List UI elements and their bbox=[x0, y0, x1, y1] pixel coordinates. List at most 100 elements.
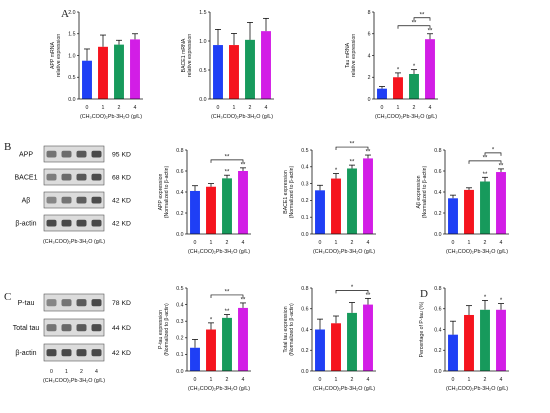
blot-band bbox=[61, 150, 72, 158]
y-tick-label: 0.8 bbox=[434, 286, 441, 292]
blot-band bbox=[61, 299, 72, 307]
blot-band bbox=[46, 196, 57, 204]
blot-lane-label: 1 bbox=[65, 369, 68, 375]
blot-strip bbox=[43, 293, 105, 312]
blot-band bbox=[46, 173, 57, 181]
x-tick-label: 2 bbox=[226, 377, 229, 383]
bracket-label: ** bbox=[420, 12, 425, 18]
blot-band bbox=[46, 150, 57, 158]
y-tick-label: 0.6 bbox=[301, 307, 308, 313]
significance-label: * bbox=[210, 317, 213, 323]
bracket-label: * bbox=[492, 147, 495, 153]
bar-4 bbox=[261, 31, 271, 99]
blot-band bbox=[61, 219, 72, 227]
y-axis-label-line: Tau mRNA bbox=[345, 42, 351, 68]
y-tick-label: 0.4 bbox=[301, 165, 308, 171]
blot-band bbox=[76, 150, 87, 158]
x-tick-label: 1 bbox=[397, 105, 400, 111]
y-axis-label: BACE1 mRNArelative expression bbox=[181, 34, 193, 77]
x-tick-label: 4 bbox=[242, 240, 245, 246]
bar-0 bbox=[190, 347, 200, 371]
y-axis-label-line: APP expression bbox=[158, 173, 164, 210]
y-tick-label: 0.1 bbox=[176, 352, 183, 358]
y-axis-label: APP expression(Normalized to β-actin) bbox=[158, 165, 170, 218]
blot-band bbox=[91, 219, 102, 227]
x-axis-label: (CH₃COO)₂Pb·3H₂O (g/L) bbox=[211, 114, 273, 120]
y-tick-label: 0.4 bbox=[301, 327, 308, 333]
blot-band bbox=[91, 324, 102, 332]
significance-bracket bbox=[210, 294, 244, 298]
blot-band bbox=[46, 219, 57, 227]
x-tick-label: 1 bbox=[468, 240, 471, 246]
chart-ptau_percentage: 0 1 * 2 * 4 0.0 0.2 0.4 0.6 0.8 Percentage of P-tau… bbox=[419, 286, 509, 392]
y-tick-label: 1.5 bbox=[199, 10, 206, 16]
x-axis-label: (CH₃COO)₂Pb·3H₂O (g/L) bbox=[80, 114, 142, 120]
y-tick-label: 0.0 bbox=[434, 369, 441, 375]
y-tick-label: 0.3 bbox=[301, 181, 308, 187]
bar-1 bbox=[464, 189, 474, 234]
y-axis-label: Aβ expression(Normalized to β-actin) bbox=[416, 165, 428, 218]
x-tick-label: 2 bbox=[413, 105, 416, 111]
x-tick-label: 1 bbox=[102, 105, 105, 111]
bar-1 bbox=[331, 323, 341, 371]
x-tick-label: 0 bbox=[194, 240, 197, 246]
significance-label: ** bbox=[499, 163, 504, 169]
blot-band bbox=[91, 349, 102, 357]
y-tick-label: 0.5 bbox=[68, 75, 75, 81]
x-axis-label: (CH₃COO)₂Pb·3H₂O (g/L) bbox=[313, 386, 375, 392]
blot-band bbox=[76, 173, 87, 181]
bar-1 bbox=[464, 314, 474, 371]
bracket-label: * bbox=[351, 285, 354, 291]
y-tick-label: 8 bbox=[368, 10, 371, 16]
chart-app_mrna: 0 1 2 4 0.0 0.5 1.0 1.5 2.0 APP mRNArelative expr… bbox=[50, 10, 143, 120]
y-tick-label: 0.4 bbox=[176, 302, 183, 308]
y-tick-label: 0.0 bbox=[199, 97, 206, 103]
blot-band bbox=[61, 196, 72, 204]
blot-band bbox=[91, 173, 102, 181]
x-axis-label: (CH₃COO)₂Pb·3H₂O (g/L) bbox=[188, 249, 250, 255]
blot-band bbox=[91, 196, 102, 204]
significance-bracket bbox=[335, 146, 369, 151]
x-tick-label: 1 bbox=[233, 105, 236, 111]
x-tick-label: 2 bbox=[484, 377, 487, 383]
bracket-label: ** bbox=[225, 289, 230, 295]
blot-band bbox=[46, 324, 57, 332]
x-tick-label: 0 bbox=[452, 240, 455, 246]
x-tick-label: 4 bbox=[242, 377, 245, 383]
y-tick-label: 0.6 bbox=[434, 307, 441, 313]
y-tick-label: 0.2 bbox=[176, 336, 183, 342]
x-axis-label: (CH₃COO)₂Pb·3H₂O (g/L) bbox=[446, 249, 508, 255]
chart-ptau_protein: 0 * 1 ** 2 ** 4 ** 0.0 0.1 0.2 0.3 0.4 0.5 P-tau expre… bbox=[158, 286, 251, 392]
panel-letter-a: A bbox=[61, 8, 69, 20]
blot-band bbox=[61, 324, 72, 332]
blot-x-label: (CH₃COO)₂Pb·3H₂O (g/L) bbox=[43, 239, 105, 245]
bar-2 bbox=[347, 168, 357, 234]
y-tick-label: 0.3 bbox=[176, 319, 183, 325]
y-axis-label: BACE1 expression(Normalized to β-actin) bbox=[283, 165, 295, 218]
blot-row-label: BACE1 bbox=[15, 175, 38, 182]
y-axis-label-line: APP mRNA bbox=[50, 41, 56, 69]
blot-molecular-weight: 42 KD bbox=[112, 350, 131, 357]
y-tick-label: 0.0 bbox=[176, 369, 183, 375]
y-axis-label-line: (Normalized to β-actin) bbox=[289, 303, 295, 356]
chart-bace1_protein: 0 * 1 ** 2 ** 4 ** 0.0 0.1 0.2 0.3 0.4 0.5 BACE1 expre… bbox=[283, 142, 376, 255]
y-tick-label: 0.4 bbox=[176, 190, 183, 196]
x-tick-label: 2 bbox=[351, 377, 354, 383]
significance-label: ** bbox=[225, 170, 230, 176]
x-tick-label: 2 bbox=[118, 105, 121, 111]
x-tick-label: 0 bbox=[217, 105, 220, 111]
bar-2 bbox=[222, 317, 232, 371]
y-axis-label: Total tau expression(Normalized to β-act… bbox=[283, 303, 295, 356]
chart-abeta_protein: 0 1**2**4***0.00.20.40.60.8Aβ expression(… bbox=[416, 147, 509, 255]
y-axis-label-line: (Normalized to β-actin) bbox=[289, 165, 295, 218]
x-tick-label: 4 bbox=[367, 240, 370, 246]
blot-band bbox=[91, 299, 102, 307]
bar-1 bbox=[393, 77, 403, 99]
y-tick-label: 0.0 bbox=[68, 97, 75, 103]
significance-label: * bbox=[397, 67, 400, 73]
y-tick-label: 2.0 bbox=[68, 10, 75, 16]
significance-label: ** bbox=[366, 150, 371, 156]
significance-bracket bbox=[335, 290, 369, 294]
